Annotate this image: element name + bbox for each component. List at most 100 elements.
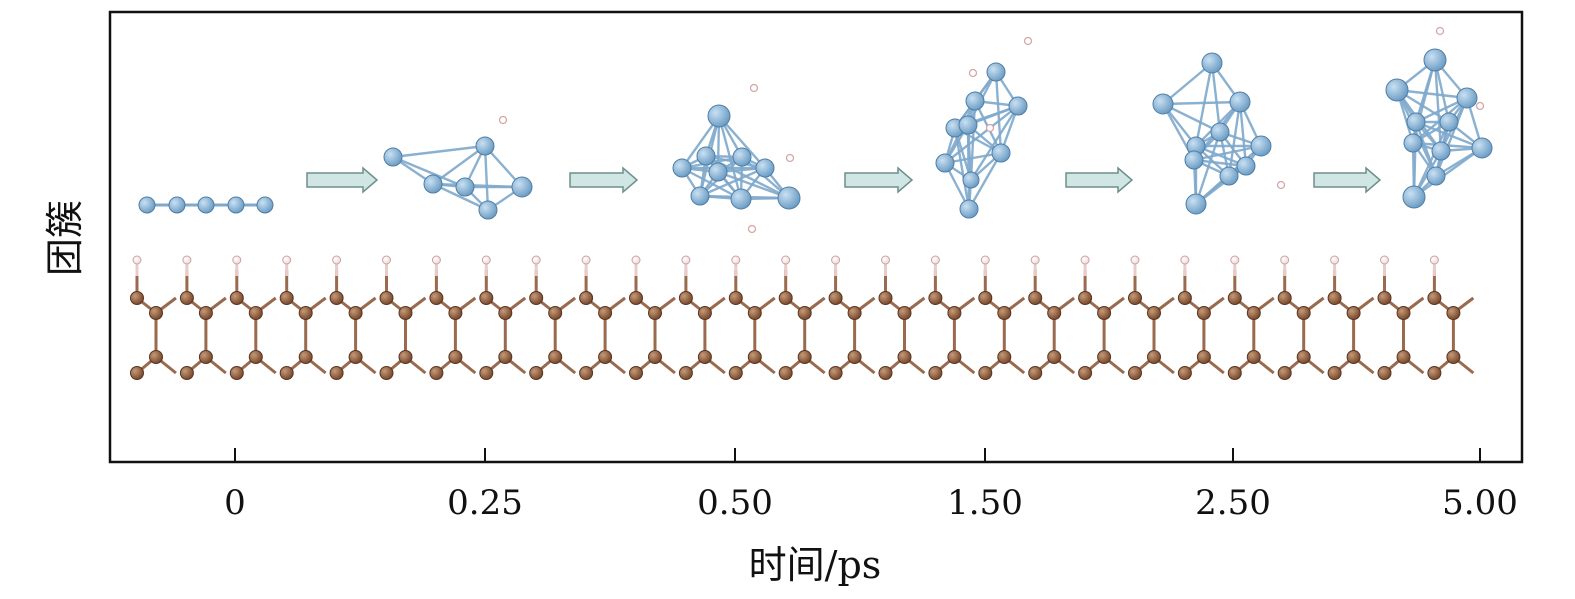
cluster-bond	[681, 166, 742, 201]
carbon-atom	[1396, 350, 1411, 364]
cluster-atom	[1236, 156, 1256, 176]
carbon-atom	[1028, 366, 1043, 380]
carbon-atom	[1078, 366, 1093, 380]
carbon-atom	[1177, 291, 1192, 305]
carbon-atom	[598, 350, 613, 364]
cluster-atom	[696, 146, 716, 166]
carbon-atom	[1277, 291, 1292, 305]
cluster-bond	[718, 115, 766, 169]
carbon-atom	[947, 350, 962, 364]
cluster-bond	[1162, 102, 1221, 134]
carbon-atom	[348, 306, 363, 320]
carbon-atom	[728, 291, 743, 305]
cluster-t150	[935, 36, 1033, 219]
cluster-atom	[777, 186, 801, 210]
carbon-atom	[678, 366, 693, 380]
cluster-atom	[227, 196, 245, 214]
hydrogen-atom	[382, 255, 391, 265]
cluster-atom	[1210, 122, 1230, 142]
carbon-atom	[298, 350, 313, 364]
carbon-atom	[978, 366, 993, 380]
carbon-atom	[1128, 366, 1142, 380]
carbon-atom	[697, 350, 712, 364]
cluster-bond	[1193, 144, 1262, 162]
hydrogen-atom	[1230, 255, 1240, 265]
cluster-atom	[958, 115, 978, 135]
carbon-atom	[978, 291, 993, 305]
carbon-atom	[1427, 366, 1442, 380]
hydrogen-atom	[1080, 255, 1090, 265]
carbon-atom	[1346, 306, 1361, 320]
cluster-atom	[690, 186, 710, 206]
right-arrow-icon	[569, 166, 639, 194]
cluster-atom	[1423, 48, 1447, 72]
carbon-atom	[179, 366, 194, 380]
cluster-atom	[256, 196, 274, 214]
carbon-atom	[479, 291, 494, 305]
carbon-atom	[629, 291, 643, 305]
carbon-atom	[797, 350, 812, 364]
carbon-atom	[1147, 306, 1161, 320]
cluster-atom	[1219, 166, 1239, 186]
carbon-atom	[448, 306, 463, 320]
carbon-atom	[548, 306, 563, 320]
cluster-atom	[1402, 185, 1426, 209]
carbon-atom	[329, 291, 344, 305]
cluster-bond	[392, 155, 466, 189]
cluster-atom	[730, 188, 752, 210]
cluster-atom	[478, 200, 498, 220]
hydrogen-atom	[182, 255, 192, 265]
carbon-atom	[1277, 366, 1292, 380]
carbon-atom	[1446, 306, 1461, 320]
cluster-atom	[1385, 78, 1409, 102]
cluster-atom	[138, 196, 156, 214]
transition-arrows	[306, 166, 1382, 194]
carbon-atom	[1047, 306, 1062, 320]
cluster-atom	[1185, 193, 1207, 215]
carbon-atom	[198, 350, 213, 364]
carbon-atom	[229, 291, 244, 305]
cluster-atom	[1456, 87, 1478, 109]
cluster-bond	[1413, 147, 1483, 198]
cluster-atom	[732, 147, 752, 167]
carbon-atom	[130, 366, 144, 380]
cluster-atom	[959, 199, 979, 219]
cluster-t250	[1152, 52, 1286, 215]
hydrogen-atom	[731, 255, 741, 265]
cluster-atom	[168, 196, 186, 214]
carbon-atom	[1427, 291, 1442, 305]
x-tick-label: 0.50	[697, 483, 773, 523]
carbon-atom	[1396, 306, 1411, 320]
carbon-atom	[1128, 291, 1142, 305]
carbon-atom	[928, 366, 943, 380]
hydrogen-atom	[1280, 255, 1290, 265]
carbon-atom	[348, 350, 363, 364]
hydrogen-atom	[968, 68, 978, 78]
cluster-atom	[1250, 135, 1272, 157]
x-tick-label: 0.25	[447, 483, 523, 523]
hydrogen-atom	[785, 153, 795, 163]
carbon-atom	[1377, 366, 1392, 380]
right-arrow-icon	[1065, 166, 1134, 194]
carbon-atom	[648, 306, 662, 320]
cluster-snapshots	[138, 26, 1493, 234]
carbon-atom	[498, 306, 513, 320]
carbon-atom	[1327, 291, 1342, 305]
hydrogen-atom	[881, 255, 890, 265]
carbon-atom	[379, 291, 394, 305]
carbon-atom	[279, 366, 294, 380]
carbon-atom	[1196, 350, 1211, 364]
x-tick-label: 2.50	[1195, 483, 1271, 523]
cluster-atom	[991, 143, 1011, 163]
carbon-atom	[1327, 366, 1342, 380]
carbon-atom	[398, 306, 413, 320]
carbon-atom	[629, 366, 643, 380]
cluster-bond	[944, 105, 1019, 164]
cluster-bond	[699, 166, 766, 198]
cluster-bond	[432, 145, 486, 185]
hydrogen-atom	[531, 255, 541, 265]
hydrogen-atom	[498, 115, 508, 125]
carbon-atom	[897, 350, 912, 364]
hydrogen-atom	[1030, 255, 1040, 265]
carbon-atom	[1097, 306, 1112, 320]
